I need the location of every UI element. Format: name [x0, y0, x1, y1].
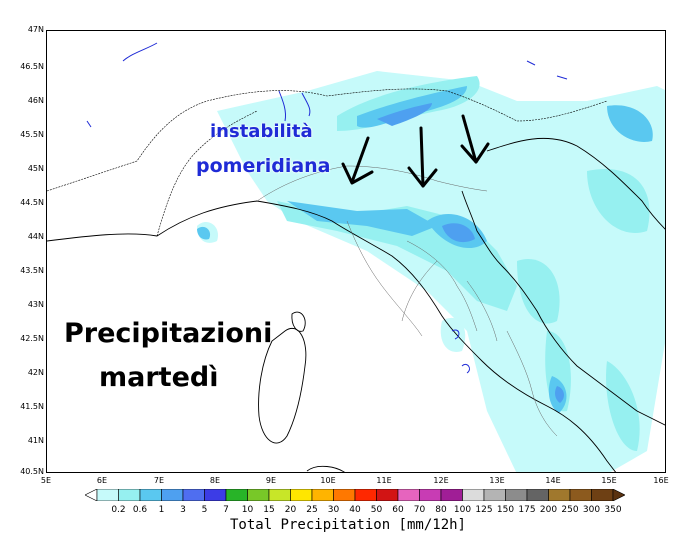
colorbar-box [268, 489, 291, 501]
colorbar-box [505, 489, 528, 501]
colorbar-tick-label: 25 [306, 505, 318, 515]
colorbar-over-triangle [612, 489, 625, 501]
colorbar-box [311, 489, 334, 501]
colorbar-tick-label: 20 [284, 505, 297, 515]
precip-core-areas [377, 103, 564, 403]
colorbar-box [591, 489, 614, 501]
lon-label: 12E [433, 476, 449, 485]
colorbar [85, 489, 625, 501]
colorbar-box [204, 489, 227, 501]
lon-label: 8E [209, 476, 221, 485]
lat-label: 44.5N [20, 198, 44, 207]
lon-label: 5E [40, 476, 52, 485]
lon-label: 10E [320, 476, 336, 485]
colorbar-box [247, 489, 270, 501]
region-borders [256, 165, 558, 437]
lat-label: 43.5N [20, 266, 44, 275]
colorbar-box [548, 489, 571, 501]
colorbar-tick-label: 150 [496, 505, 515, 515]
lon-label: 7E [153, 476, 165, 485]
colorbar-tick-label: 7 [223, 505, 229, 515]
lat-label: 45N [27, 164, 44, 173]
colorbar-tick-label: 80 [435, 505, 447, 515]
colorbar-box [139, 489, 162, 501]
annotation-precip-day: martedì [99, 362, 219, 393]
lon-label: 15E [601, 476, 617, 485]
lat-label: 43N [27, 300, 44, 309]
colorbar-box [161, 489, 184, 501]
colorbar-under-triangle [85, 489, 98, 501]
colorbar-tick-label: 350 [604, 505, 622, 515]
lat-label: 42.5N [20, 334, 44, 343]
lat-label: 46.5N [20, 62, 44, 71]
colorbar-box [376, 489, 399, 501]
lat-label: 45.5N [20, 130, 44, 139]
lat-label: 40.5N [20, 467, 44, 476]
lat-label: 41.5N [20, 402, 44, 411]
colorbar-box [569, 489, 592, 501]
colorbar-tick-label: 175 [518, 505, 536, 515]
colorbar-tick-label: 60 [392, 505, 404, 515]
colorbar-tick-label: 5 [201, 505, 208, 515]
colorbar-box [118, 489, 141, 501]
colorbar-box [419, 489, 442, 501]
colorbar-box [397, 489, 420, 501]
lon-label: 14E [545, 476, 561, 485]
lat-label: 42N [27, 368, 44, 377]
colorbar-tick-label: 300 [582, 505, 601, 515]
annotation-precip-title: Precipitazioni [64, 318, 273, 349]
colorbar-tick-label: 0.6 [132, 505, 148, 515]
lat-label: 41N [27, 436, 44, 445]
colorbar-box [333, 489, 356, 501]
lon-label: 16E [653, 476, 669, 485]
annotation-instability: instabilità [210, 121, 313, 142]
colorbar-tick-label: 0.2 [111, 505, 126, 515]
colorbar-tick-label: 10 [241, 505, 254, 515]
lat-label: 46N [27, 96, 44, 105]
lon-label: 6E [96, 476, 108, 485]
colorbar-tick-label: 50 [370, 505, 383, 515]
borders [47, 88, 608, 237]
lon-label: 9E [265, 476, 277, 485]
colorbar-box [182, 489, 205, 501]
colorbar-box [354, 489, 377, 501]
colorbar-box [225, 489, 248, 501]
colorbar-tick-label: 3 [180, 505, 186, 515]
colorbar-title: Total Precipitation [mm/12h] [229, 517, 466, 533]
colorbar-tick-label: 125 [475, 505, 493, 515]
colorbar-tick-label: 250 [561, 505, 579, 515]
lat-label: 47N [27, 25, 44, 34]
colorbar-box [440, 489, 463, 501]
annotation-afternoon: pomeridiana [196, 155, 331, 177]
colorbar-tick-label: 1 [158, 505, 165, 515]
colorbar-tick-label: 200 [539, 505, 558, 515]
colorbar-box [483, 489, 506, 501]
precipitation-map [46, 30, 666, 473]
colorbar-box [290, 489, 313, 501]
colorbar-tick-label: 30 [327, 505, 340, 515]
colorbar-box [96, 489, 119, 501]
colorbar-box [462, 489, 485, 501]
lon-label: 11E [376, 476, 392, 485]
lakes [86, 42, 568, 374]
lat-label: 44N [27, 232, 44, 241]
coastlines [47, 137, 665, 472]
map-canvas [47, 42, 665, 472]
colorbar-tick-label: 40 [349, 505, 361, 515]
colorbar-tick-label: 70 [413, 505, 426, 515]
colorbar-tick-label: 100 [453, 505, 472, 515]
colorbar-tick-label: 15 [263, 505, 275, 515]
colorbar-box [526, 489, 549, 501]
lon-label: 13E [489, 476, 505, 485]
